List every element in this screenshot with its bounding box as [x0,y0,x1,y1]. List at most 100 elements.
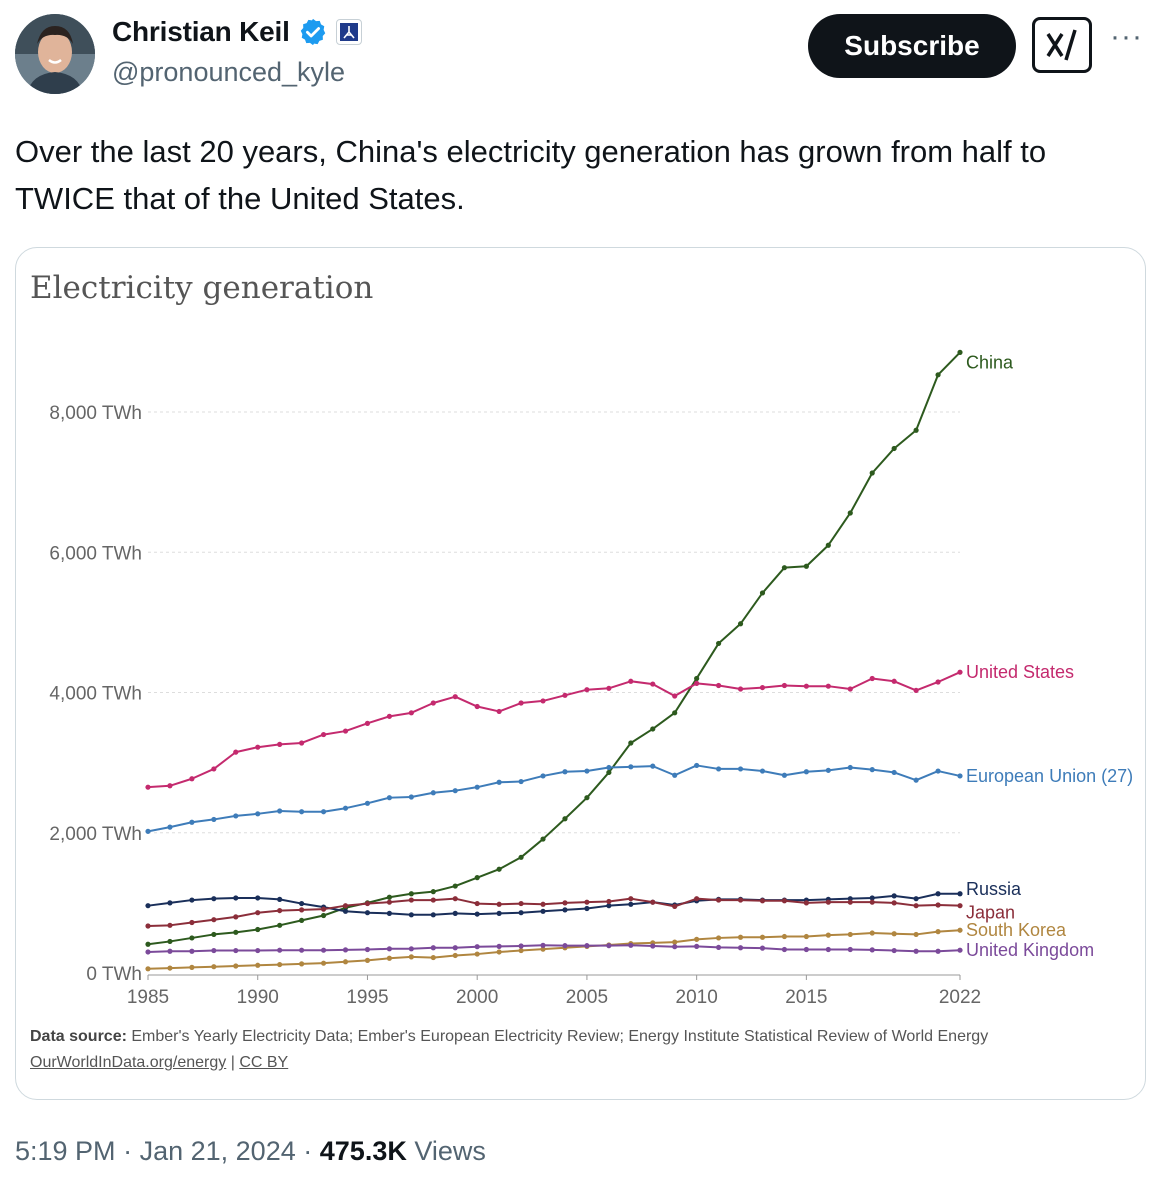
data-point [320,912,327,919]
data-point [145,941,151,947]
chart-card[interactable]: Electricity generation 0 TWh 2,000 TWh 4,0… [15,247,1146,1100]
data-point [408,946,414,952]
series-line [147,944,961,953]
data-point [584,943,590,949]
data-point [913,687,919,693]
y-tick-label: 0 TWh [86,964,142,985]
data-point [913,931,919,938]
data-point [913,896,919,902]
data-point [518,910,524,916]
data-point [474,703,480,710]
data-point [759,684,766,691]
data-point [650,943,656,949]
data-point [233,947,239,954]
avatar[interactable] [15,14,95,94]
y-tick-label: 6,000 TWh [49,543,142,564]
data-point [233,813,239,819]
data-point [342,728,349,734]
data-point [584,905,590,912]
data-point [869,470,875,476]
data-point [825,946,831,953]
data-point [803,946,809,953]
data-point [299,900,305,907]
data-point [364,910,371,916]
data-point [496,949,502,955]
data-point [715,935,722,941]
data-point [584,899,590,905]
data-point [628,678,634,684]
data-point [957,773,963,779]
data-point [715,944,722,951]
data-point [452,788,458,794]
data-point [496,910,502,916]
data-point [342,805,349,811]
x-tick-label: 1985 [127,987,169,1008]
series-label: South Korea [966,920,1067,940]
meta-separator: · [123,1136,133,1166]
tweet-date[interactable]: Jan 21, 2024 [139,1136,296,1166]
data-point [540,901,546,907]
data-point [386,894,393,900]
tweet-time[interactable]: 5:19 PM [15,1136,116,1166]
data-point [913,903,919,909]
meta-separator: · [303,1136,313,1166]
data-point [935,372,941,378]
data-point [584,687,590,693]
data-point [803,900,809,906]
x-tick-label: 2000 [456,987,498,1008]
data-point [694,936,700,942]
data-point [518,854,524,860]
data-point [408,954,414,960]
data-point [145,828,151,834]
data-point [233,895,239,901]
series-label: China [966,352,1014,372]
data-point [628,896,634,902]
y-tick-label: 2,000 TWh [49,824,142,845]
data-point [759,898,766,904]
data-point [562,943,568,949]
data-point [189,964,195,970]
data-point [430,790,436,796]
data-point [957,947,963,953]
data-point [825,899,831,905]
views-count: 475.3K [319,1136,407,1166]
data-point [496,708,502,715]
affiliation-badge-icon[interactable] [335,19,362,45]
data-point [189,776,195,782]
data-point [737,945,744,951]
data-point [167,965,173,971]
subscribe-button[interactable]: Subscribe [808,14,1016,78]
data-point [452,910,458,916]
data-point [408,794,414,800]
verified-badge-icon[interactable] [298,17,328,47]
data-point [167,824,173,830]
license-link[interactable]: CC BY [239,1054,289,1071]
data-point [540,908,546,914]
author-handle[interactable]: @pronounced_kyle [112,57,346,87]
grok-logo-icon [1046,29,1077,61]
data-point [957,669,963,675]
link-divider: | [230,1054,235,1071]
data-point [957,349,963,355]
author-name[interactable]: Christian Keil [112,16,290,47]
data-point [299,947,305,953]
data-point [277,896,283,902]
data-point [167,938,173,945]
data-point [452,952,458,959]
series-label: European Union (27) [966,766,1133,786]
data-point [935,891,941,897]
data-point [386,899,393,905]
data-point [957,927,963,933]
grok-icon[interactable] [1032,17,1092,73]
x-tick-label: 1995 [346,987,388,1008]
series-line [147,892,960,916]
more-options-icon[interactable]: ··· [1110,20,1143,53]
x-tick-label: 2022 [939,987,981,1008]
data-point [913,777,919,783]
x-tick-label: 1990 [237,987,279,1008]
owid-link[interactable]: OurWorldInData.org/energy [30,1054,227,1071]
data-point [737,621,744,627]
data-point [386,795,393,801]
data-point [650,899,656,905]
data-point [672,944,678,950]
